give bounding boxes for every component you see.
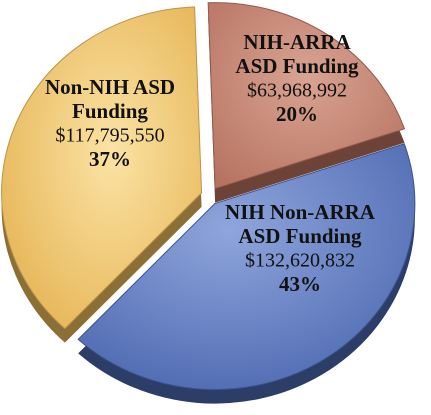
slice-label-amount: $132,620,832 [245,250,355,272]
slice-label-name: NIH-ARRA [243,30,351,54]
slice-label-percent: 43% [279,272,321,296]
slice-label-percent: 37% [89,147,131,171]
slice-tops [1,2,416,391]
pie-slice [1,6,203,330]
slice-label-name: NIH Non-ARRA [225,200,376,224]
slice-label-name: ASD Funding [235,54,359,78]
pie-slice [207,2,406,190]
slice-label-amount: $63,968,992 [247,80,347,102]
slice-label-name: Funding [72,99,148,123]
slice-label-name: ASD Funding [238,224,362,248]
slice-label-name: Non-NIH ASD [45,75,175,99]
pie-slice [77,143,416,391]
slice-label-amount: $117,795,550 [55,125,164,147]
slice-label-percent: 20% [276,102,318,126]
